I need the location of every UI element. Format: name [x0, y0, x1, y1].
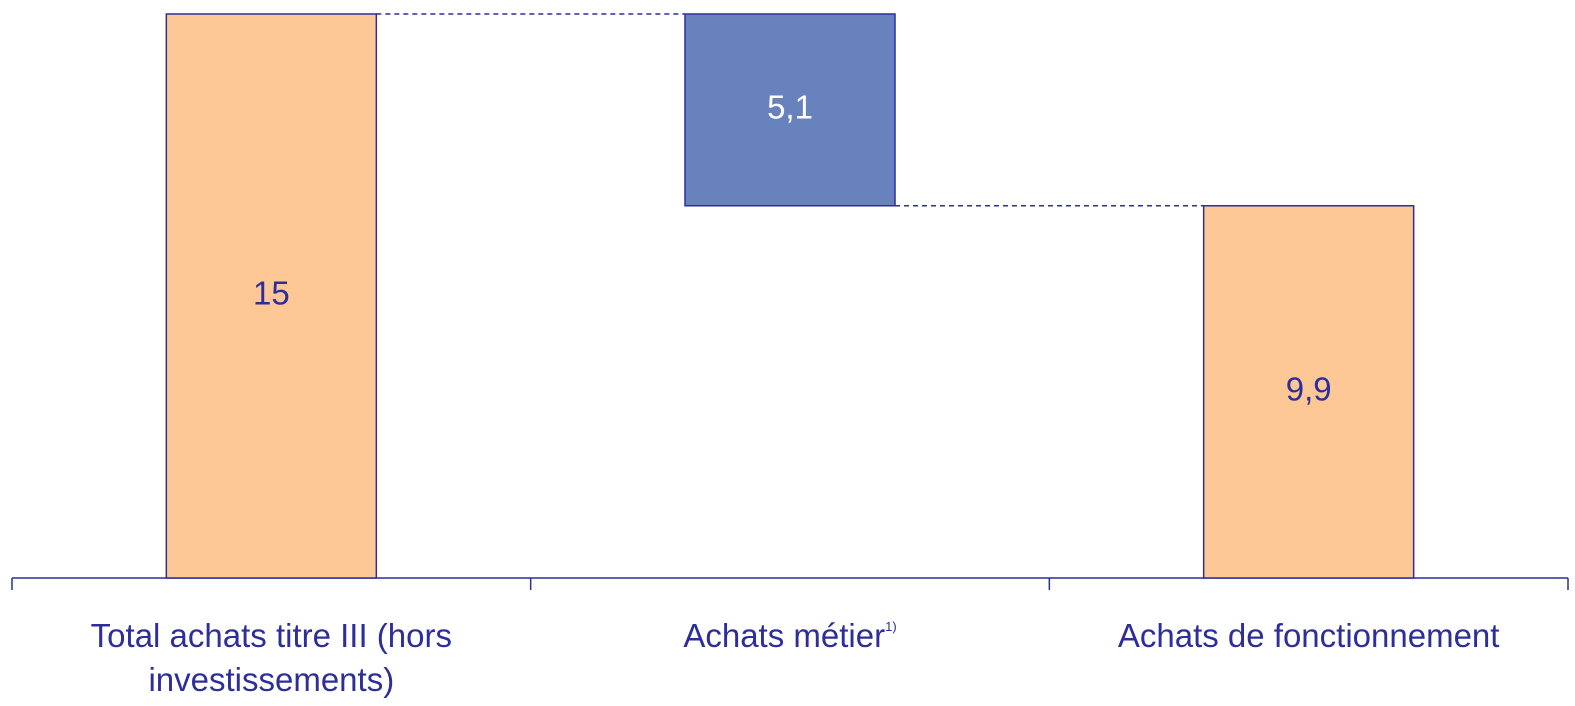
category-text: Achats métier	[683, 617, 886, 654]
category-text: Achats de fonctionnement	[1117, 617, 1500, 654]
bar	[684, 13, 896, 207]
bar	[165, 13, 378, 579]
category-label: Total achats titre III (hors investissem…	[36, 614, 506, 702]
value-label: 9,9	[1286, 371, 1332, 408]
category-text: Total achats titre III (hors investissem…	[90, 617, 452, 698]
value-label: 5,1	[767, 89, 813, 126]
value-label: 15	[253, 275, 290, 312]
footnote-mark: 1)	[885, 619, 897, 634]
bar	[1202, 205, 1415, 579]
category-label: Achats métier1)	[555, 614, 1025, 658]
category-label: Achats de fonctionnement	[1074, 614, 1544, 658]
